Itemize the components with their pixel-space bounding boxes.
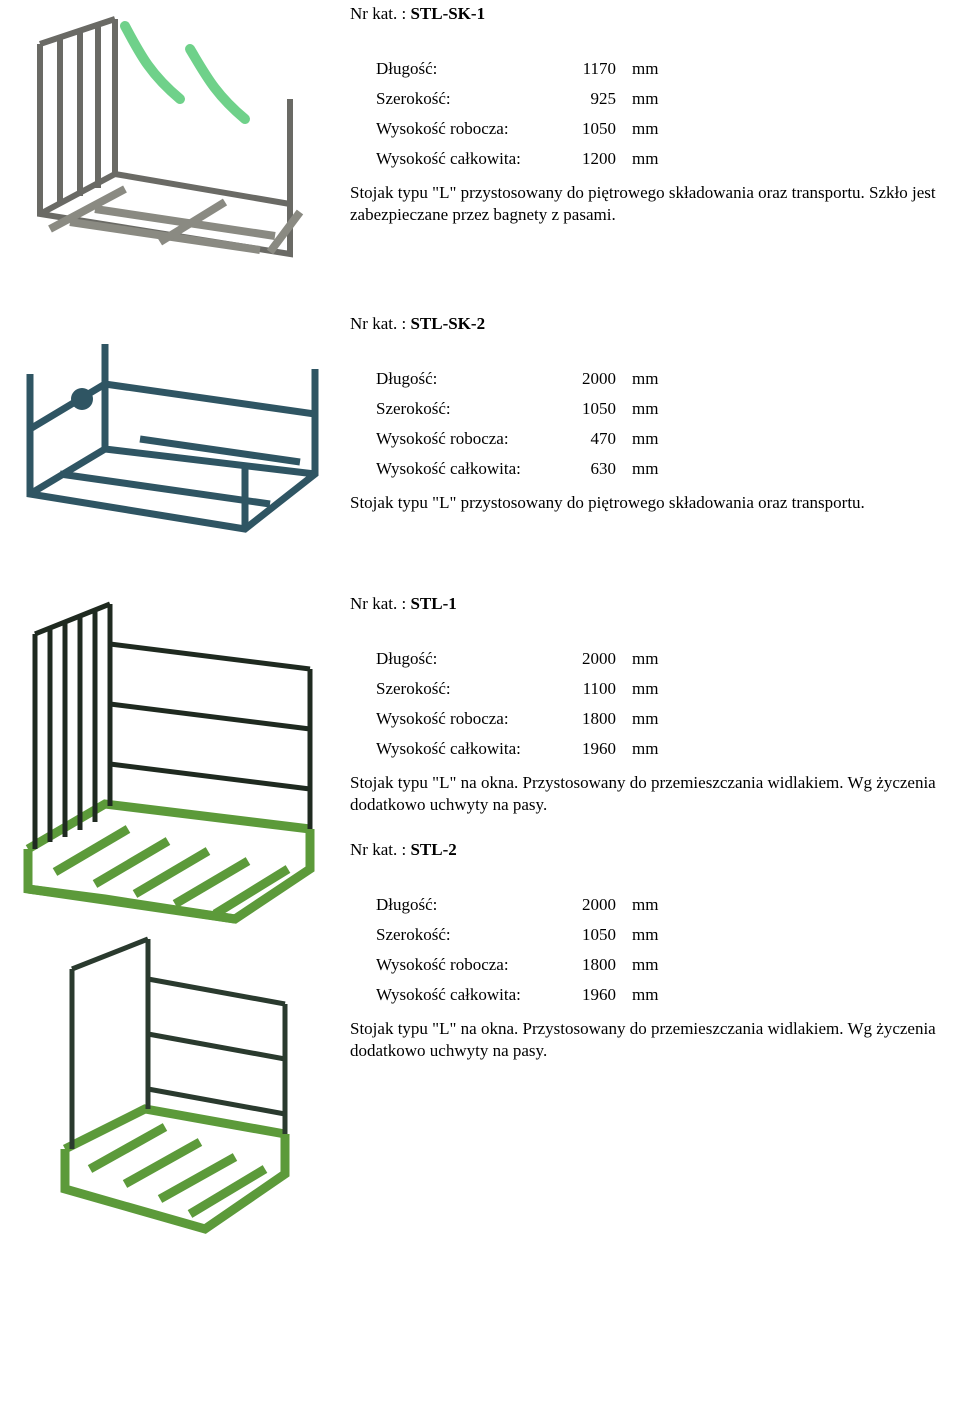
spec-value: 1960	[561, 734, 632, 764]
spec-value: 1050	[561, 114, 632, 144]
table-row: Wysokość robocza:1800mm	[376, 704, 658, 734]
table-row: Szerokość:1100mm	[376, 674, 658, 704]
spec-label: Szerokość:	[376, 394, 561, 424]
spec-unit: mm	[632, 364, 658, 394]
spec-unit: mm	[632, 424, 658, 454]
catalog-number: Nr kat. : STL-2	[350, 840, 950, 860]
spec-value: 1800	[561, 704, 632, 734]
spec-label: Wysokość całkowita:	[376, 144, 561, 174]
catalog-prefix: Nr kat. :	[350, 4, 410, 23]
product-description: Stojak typu "L" przystosowany do piętrow…	[350, 492, 950, 514]
spec-unit: mm	[632, 84, 658, 114]
table-row: Wysokość całkowita:630mm	[376, 454, 658, 484]
table-row: Szerokość:925mm	[376, 84, 658, 114]
spec-label: Długość:	[376, 364, 561, 394]
table-row: Wysokość całkowita:1960mm	[376, 734, 658, 764]
spec-unit: mm	[632, 674, 658, 704]
spec-value: 925	[561, 84, 632, 114]
spec-unit: mm	[632, 890, 658, 920]
product-description: Stojak typu "L" przystosowany do piętrow…	[350, 182, 950, 226]
spec-value: 1200	[561, 144, 632, 174]
product-image	[10, 314, 350, 534]
table-row: Wysokość całkowita:1960mm	[376, 980, 658, 1010]
spec-unit: mm	[632, 920, 658, 950]
spec-value: 2000	[561, 890, 632, 920]
spec-table: Długość:2000mm Szerokość:1050mm Wysokość…	[376, 364, 658, 484]
table-row: Wysokość robocza:1050mm	[376, 114, 658, 144]
rack-icon	[10, 594, 320, 924]
spec-unit: mm	[632, 644, 658, 674]
spec-unit: mm	[632, 734, 658, 764]
table-row: Szerokość:1050mm	[376, 920, 658, 950]
spec-value: 2000	[561, 364, 632, 394]
spec-unit: mm	[632, 394, 658, 424]
catalog-code: STL-1	[410, 594, 456, 613]
spec-label: Wysokość robocza:	[376, 704, 561, 734]
spec-value: 2000	[561, 644, 632, 674]
rack-icon	[10, 934, 310, 1234]
spec-label: Szerokość:	[376, 674, 561, 704]
spec-label: Wysokość robocza:	[376, 424, 561, 454]
spec-unit: mm	[632, 980, 658, 1010]
product-image	[10, 4, 350, 284]
spec-value: 1960	[561, 980, 632, 1010]
rack-icon	[10, 344, 330, 534]
table-row: Długość:2000mm	[376, 890, 658, 920]
catalog-number: Nr kat. : STL-1	[350, 594, 950, 614]
spec-unit: mm	[632, 144, 658, 174]
product-block: Nr kat. : STL-SK-1 Długość:1170mm Szerok…	[10, 4, 950, 284]
product-image-column	[10, 594, 350, 1234]
table-row: Wysokość robocza:470mm	[376, 424, 658, 454]
spec-unit: mm	[632, 454, 658, 484]
catalog-code: STL-SK-1	[410, 4, 485, 23]
catalog-prefix: Nr kat. :	[350, 314, 410, 333]
table-row: Długość:2000mm	[376, 644, 658, 674]
product-block: Nr kat. : STL-SK-2 Długość:2000mm Szerok…	[10, 314, 950, 534]
table-row: Wysokość całkowita:1200mm	[376, 144, 658, 174]
table-row: Długość:2000mm	[376, 364, 658, 394]
catalog-number: Nr kat. : STL-SK-2	[350, 314, 950, 334]
spec-label: Długość:	[376, 644, 561, 674]
spec-unit: mm	[632, 54, 658, 84]
catalog-number: Nr kat. : STL-SK-1	[350, 4, 950, 24]
spec-value: 1050	[561, 394, 632, 424]
spec-table: Długość:1170mm Szerokość:925mm Wysokość …	[376, 54, 658, 174]
spec-value: 1100	[561, 674, 632, 704]
spec-value: 1800	[561, 950, 632, 980]
product-description: Stojak typu "L" na okna. Przystosowany d…	[350, 772, 950, 816]
spec-label: Wysokość całkowita:	[376, 734, 561, 764]
product-description: Stojak typu "L" na okna. Przystosowany d…	[350, 1018, 950, 1062]
catalog-code: STL-SK-2	[410, 314, 485, 333]
spec-label: Wysokość robocza:	[376, 950, 561, 980]
spec-label: Szerokość:	[376, 920, 561, 950]
spec-unit: mm	[632, 704, 658, 734]
spec-value: 1170	[561, 54, 632, 84]
spec-label: Wysokość całkowita:	[376, 454, 561, 484]
spec-table: Długość:2000mm Szerokość:1100mm Wysokość…	[376, 644, 658, 764]
table-row: Długość:1170mm	[376, 54, 658, 84]
spec-value: 630	[561, 454, 632, 484]
spec-value: 1050	[561, 920, 632, 950]
spec-label: Wysokość robocza:	[376, 114, 561, 144]
spec-value: 470	[561, 424, 632, 454]
catalog-prefix: Nr kat. :	[350, 594, 410, 613]
spec-unit: mm	[632, 114, 658, 144]
catalog-code: STL-2	[410, 840, 456, 859]
spec-label: Długość:	[376, 54, 561, 84]
spec-table: Długość:2000mm Szerokość:1050mm Wysokość…	[376, 890, 658, 1010]
table-row: Wysokość robocza:1800mm	[376, 950, 658, 980]
spec-unit: mm	[632, 950, 658, 980]
catalog-prefix: Nr kat. :	[350, 840, 410, 859]
table-row: Szerokość:1050mm	[376, 394, 658, 424]
product-block-double: Nr kat. : STL-1 Długość:2000mm Szerokość…	[10, 594, 950, 1234]
rack-icon	[10, 4, 320, 284]
spec-label: Wysokość całkowita:	[376, 980, 561, 1010]
spec-label: Długość:	[376, 890, 561, 920]
spec-label: Szerokość:	[376, 84, 561, 114]
